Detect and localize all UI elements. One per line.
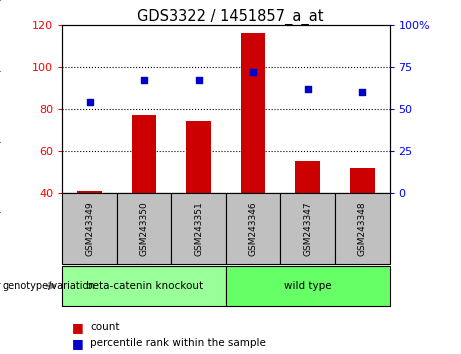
Point [359, 89, 366, 95]
Text: ■: ■ [71, 321, 83, 334]
Text: GSM243349: GSM243349 [85, 201, 94, 256]
Text: wild type: wild type [284, 281, 331, 291]
Bar [241, 33, 266, 193]
Text: percentile rank within the sample: percentile rank within the sample [90, 338, 266, 348]
Text: GSM243348: GSM243348 [358, 201, 367, 256]
Text: GDS3322 / 1451857_a_at: GDS3322 / 1451857_a_at [137, 9, 324, 25]
Bar [77, 191, 102, 193]
Text: ■: ■ [71, 337, 83, 350]
Point [86, 99, 93, 105]
Bar [350, 168, 374, 193]
Text: count: count [90, 322, 119, 332]
Text: GSM243350: GSM243350 [140, 201, 148, 256]
Point [140, 78, 148, 83]
Text: beta-catenin knockout: beta-catenin knockout [85, 281, 203, 291]
Point [195, 78, 202, 83]
Bar [186, 121, 211, 193]
Text: GSM243347: GSM243347 [303, 201, 312, 256]
Text: genotype/variation: genotype/variation [2, 281, 95, 291]
Point [304, 86, 311, 92]
Text: GSM243346: GSM243346 [248, 201, 258, 256]
Text: GSM243351: GSM243351 [194, 201, 203, 256]
Bar [296, 161, 320, 193]
Bar [132, 115, 156, 193]
Point [249, 69, 257, 75]
